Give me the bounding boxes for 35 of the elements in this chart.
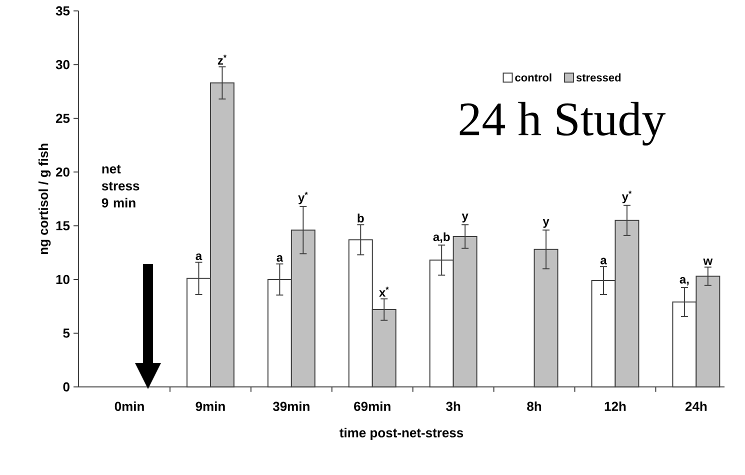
y-axis-title: ng cortisol / g fish xyxy=(38,144,51,254)
x-tick-label: 3h xyxy=(446,401,460,412)
legend-label: stressed xyxy=(576,73,621,82)
annotation: w xyxy=(703,258,713,265)
annotation: b xyxy=(358,214,364,222)
x-tick-label: 69min xyxy=(354,401,390,411)
legend-label: control xyxy=(515,73,552,82)
x-tick-label: 24h xyxy=(685,401,707,411)
annotation: a, xyxy=(680,277,689,286)
annotation: y$^{*}$ xyxy=(622,190,632,204)
x-tick-label: 9min xyxy=(196,401,225,411)
x-axis-title: time post-net-stress xyxy=(340,428,464,440)
y-tick-label: 30 xyxy=(56,60,70,70)
x-tick-label: 12h xyxy=(604,401,626,411)
text: 24 h Study xyxy=(460,102,666,146)
y-tick-label: 35 xyxy=(56,6,70,16)
x-tick-label: 0min xyxy=(114,401,144,411)
y-tick-label: 20 xyxy=(56,167,70,177)
annotation: a xyxy=(276,255,284,262)
x-tick-label: 39min xyxy=(272,401,310,412)
y-tick-label: 25 xyxy=(56,114,70,123)
annotation: z$^{*}$ xyxy=(218,54,227,65)
annotation: y xyxy=(542,219,550,228)
y-tick-label: 5 xyxy=(63,328,70,338)
annotation: a xyxy=(196,254,202,260)
annotation: y xyxy=(462,214,468,222)
annotation: a,b xyxy=(433,232,450,243)
x-tick-label: 8h xyxy=(527,401,542,411)
y-tick-label: 0 xyxy=(63,382,70,392)
annotation: x$^{*}$ xyxy=(379,286,389,297)
annotation: a xyxy=(600,258,607,264)
y-tick-label: 15 xyxy=(56,221,70,230)
annotation: y$^{*}$ xyxy=(298,192,308,204)
annotation: net stress 9 min xyxy=(102,164,140,208)
y-tick-label: 10 xyxy=(56,274,70,284)
